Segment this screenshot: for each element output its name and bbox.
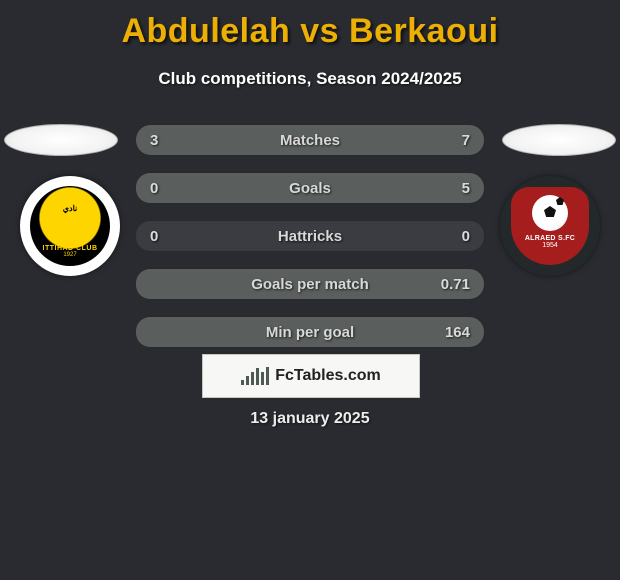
stat-row: 0.71Goals per match	[135, 268, 485, 300]
brand-bar	[266, 367, 269, 385]
player1-name: Abdulelah	[121, 12, 290, 50]
subtitle: Club competitions, Season 2024/2025	[0, 69, 620, 89]
date-label: 13 january 2025	[0, 410, 620, 428]
stat-row: 05Goals	[135, 172, 485, 204]
ittihad-badge-inner: نادي ITTIHAD CLUB 1927	[30, 186, 110, 266]
player2-name: Berkaoui	[349, 12, 499, 50]
alraed-text: ALRAED S.FC	[525, 235, 575, 242]
club-logo-right: ALRAED S.FC 1954	[500, 176, 600, 276]
stats-list: 37Matches 05Goals 00Hattricks 0.71Goals per…	[135, 124, 485, 364]
soccer-ball-icon	[532, 195, 568, 231]
ittihad-arabic-mark: نادي	[63, 204, 78, 213]
brand-box: FcTables.com	[202, 354, 420, 398]
stat-label: Min per goal	[136, 324, 484, 341]
ittihad-year: 1927	[63, 252, 76, 258]
stat-label: Goals per match	[136, 276, 484, 293]
brand-text: FcTables.com	[275, 367, 381, 385]
stat-row: 37Matches	[135, 124, 485, 156]
brand-bar	[261, 372, 264, 385]
brand-bar	[256, 368, 259, 385]
brand-bar	[251, 372, 254, 385]
stat-label: Hattricks	[136, 228, 484, 245]
alraed-shield: ALRAED S.FC 1954	[511, 187, 589, 265]
player1-oval	[4, 124, 118, 156]
comparison-widget: Abdulelah vs Berkaoui Club competitions,…	[0, 0, 620, 580]
club-logo-left: نادي ITTIHAD CLUB 1927	[20, 176, 120, 276]
stat-label: Goals	[136, 180, 484, 197]
brand-bar	[246, 376, 249, 385]
page-title: Abdulelah vs Berkaoui	[0, 0, 620, 51]
player2-oval	[502, 124, 616, 156]
brand-bar	[241, 380, 244, 385]
bar-chart-icon	[241, 367, 269, 385]
stat-row: 164Min per goal	[135, 316, 485, 348]
vs-separator: vs	[300, 12, 339, 50]
ittihad-text: ITTIHAD CLUB	[43, 245, 98, 252]
stat-label: Matches	[136, 132, 484, 149]
stat-row: 00Hattricks	[135, 220, 485, 252]
alraed-year: 1954	[542, 242, 558, 249]
